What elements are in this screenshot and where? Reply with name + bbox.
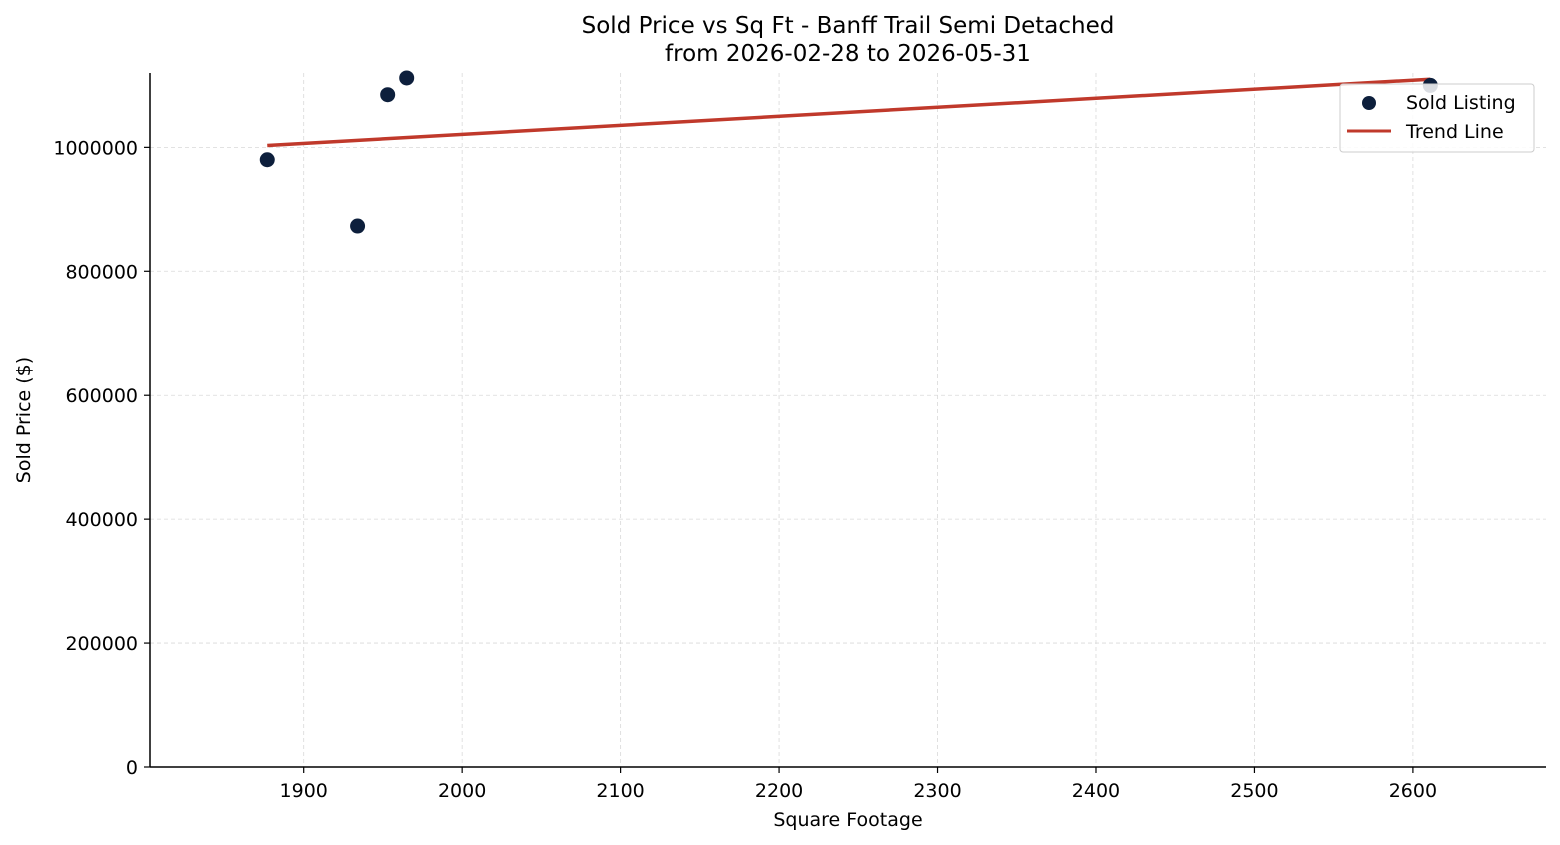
x-tick-label: 1900 [280, 780, 328, 802]
x-tick-label: 2300 [913, 780, 961, 802]
y-axis-label: Sold Price ($) [13, 357, 35, 483]
legend-label-sold-listing: Sold Listing [1406, 92, 1516, 114]
y-tick-label: 200000 [65, 633, 138, 655]
x-tick-label: 2100 [596, 780, 644, 802]
chart-title: Sold Price vs Sq Ft - Banff Trail Semi D… [582, 13, 1115, 39]
legend-label-trend-line: Trend Line [1405, 121, 1504, 143]
sold-listing-point [399, 70, 415, 86]
y-tick-label: 400000 [65, 509, 138, 531]
x-axis-label: Square Footage [773, 809, 922, 831]
legend-box [1339, 83, 1535, 153]
axes [149, 73, 1546, 768]
tick-labels: 1900 2000 2100 2200 2300 2400 2500 2600 0 200000 4… [53, 137, 1437, 802]
x-tick-label: 2400 [1072, 780, 1120, 802]
trend-line-layer [267, 77, 1431, 148]
x-tick-label: 2600 [1389, 780, 1437, 802]
y-tick-label: 0 [126, 757, 138, 779]
y-tick-label: 1000000 [53, 137, 138, 159]
sold-listing-point [380, 87, 396, 103]
x-tick-label: 2000 [438, 780, 486, 802]
sold-listing-point [350, 218, 366, 234]
y-tick-label: 800000 [65, 261, 138, 283]
grid-lines [150, 73, 1546, 767]
chart-subtitle: from 2026-02-28 to 2026-05-31 [665, 41, 1031, 67]
trend-line [267, 77, 1431, 148]
y-tick-label: 600000 [65, 385, 138, 407]
legend-marker-sold-listing [1362, 96, 1376, 110]
x-tick-label: 2200 [755, 780, 803, 802]
sold-listing-point [259, 152, 275, 168]
x-tick-label: 2500 [1230, 780, 1278, 802]
legend: Sold Listing Trend Line [1339, 83, 1535, 153]
